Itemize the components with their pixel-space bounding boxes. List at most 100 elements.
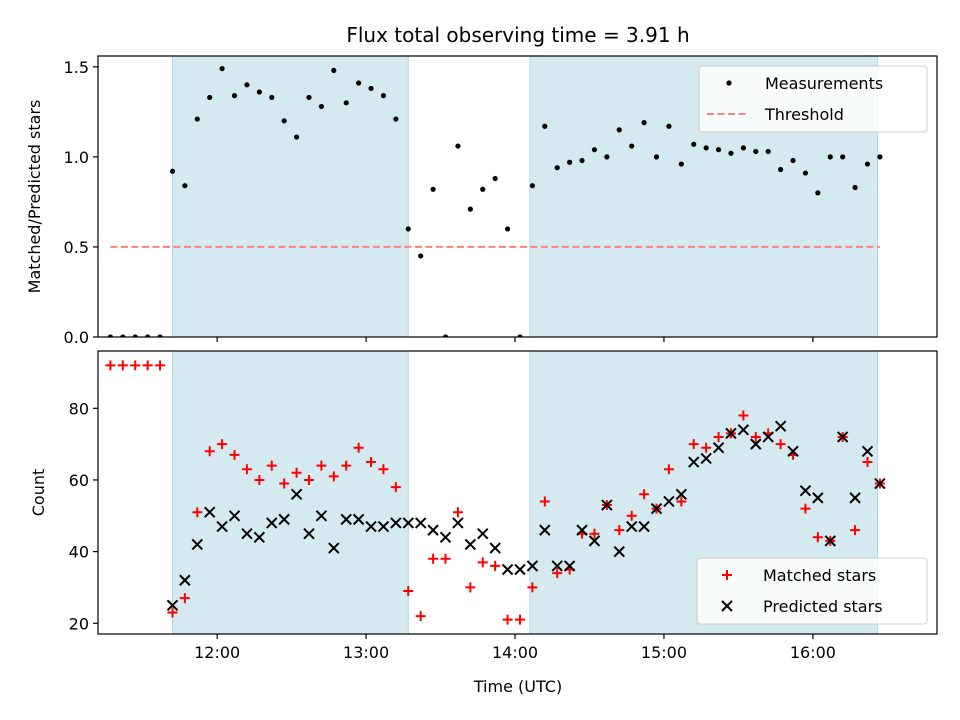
data-point — [626, 510, 637, 521]
data-point — [812, 532, 823, 543]
data-point — [613, 545, 625, 558]
y-tick-label: 20 — [69, 614, 89, 633]
data-point — [166, 599, 179, 612]
data-point — [341, 460, 352, 471]
data-point — [340, 513, 352, 526]
data-point — [278, 513, 290, 526]
data-point — [836, 431, 849, 443]
legend-label: Predicted stars — [763, 597, 883, 616]
data-point — [403, 586, 414, 597]
data-point — [157, 334, 163, 337]
data-point — [390, 517, 402, 529]
data-point — [216, 520, 228, 533]
data-point — [579, 157, 585, 164]
count-panel: 20 40 60 80 12:00 13:00 14:00 15:00 16:00 Count Ma… — [29, 350, 938, 662]
data-point — [852, 184, 858, 191]
data-point — [452, 507, 463, 518]
data-point — [554, 165, 560, 171]
data-point — [502, 614, 513, 625]
data-point — [861, 445, 874, 458]
data-point — [629, 143, 635, 149]
data-point — [551, 560, 563, 572]
data-point — [614, 525, 625, 536]
ratio-panel: 0.0 0.5 1.0 1.5 Matched/Predicted stars Measu… — [25, 55, 938, 347]
data-point — [117, 360, 128, 371]
data-point — [368, 85, 374, 92]
data-point — [380, 93, 387, 99]
chart-title: Flux total observing time = 3.91 h — [346, 23, 689, 47]
data-point — [517, 334, 523, 337]
data-point — [390, 482, 401, 493]
data-point — [753, 148, 759, 155]
data-point — [738, 410, 749, 421]
data-point — [824, 535, 836, 547]
data-point — [701, 442, 712, 453]
data-point — [799, 485, 812, 497]
data-point — [800, 503, 811, 514]
data-point — [874, 477, 886, 490]
data-point — [589, 528, 600, 539]
plot-frame — [97, 350, 938, 635]
data-point — [169, 168, 176, 174]
data-point — [715, 147, 722, 153]
data-point — [712, 442, 725, 454]
observing-window-0 — [171, 55, 409, 338]
y-axis-label: Count — [29, 469, 48, 517]
data-point — [439, 531, 452, 543]
data-point — [328, 471, 339, 482]
data-point — [849, 492, 861, 504]
data-point — [787, 445, 799, 458]
data-point — [293, 134, 300, 140]
plot-frame — [97, 55, 938, 338]
x-tick-label: 12:00 — [194, 643, 240, 662]
data-point — [132, 334, 138, 337]
data-point — [393, 116, 399, 122]
data-point — [194, 116, 200, 122]
data-point — [253, 531, 266, 543]
data-point — [405, 226, 411, 232]
data-point — [352, 513, 365, 526]
data-point — [576, 524, 588, 536]
legend-label: Threshold — [764, 105, 844, 124]
y-tick-label: 0.5 — [64, 238, 89, 257]
observing-window-0 — [171, 350, 409, 635]
data-point — [539, 496, 550, 507]
data-point — [477, 557, 488, 568]
data-point — [725, 427, 737, 440]
data-point — [467, 206, 473, 212]
data-point — [182, 183, 188, 189]
data-point — [217, 439, 228, 450]
data-point — [465, 582, 476, 593]
data-point — [256, 89, 262, 95]
data-point — [269, 94, 275, 101]
data-point — [604, 154, 610, 160]
legend-swatch — [726, 80, 732, 86]
legend: Matched stars Predicted stars — [696, 557, 928, 625]
data-point — [691, 141, 697, 147]
data-point — [290, 488, 303, 500]
data-point — [641, 120, 647, 126]
data-point — [850, 525, 861, 536]
data-point — [378, 464, 389, 475]
data-point — [228, 510, 241, 522]
data-point — [279, 478, 290, 489]
data-point — [415, 611, 426, 622]
data-point — [728, 150, 734, 156]
data-point — [877, 154, 883, 160]
legend-box — [698, 65, 928, 133]
data-point — [663, 495, 675, 508]
data-point — [303, 527, 315, 540]
data-point — [675, 488, 688, 500]
data-point — [281, 118, 287, 124]
data-point — [552, 568, 563, 579]
data-point — [638, 520, 650, 533]
data-point — [353, 442, 364, 453]
data-point — [343, 100, 349, 106]
y-tick-label: 1.0 — [64, 148, 89, 167]
series-predicted-stars — [166, 420, 886, 612]
data-point — [207, 94, 213, 101]
series-measurements — [107, 66, 883, 337]
data-point — [588, 535, 601, 547]
data-point — [365, 520, 377, 533]
y-tick-label: 80 — [69, 399, 89, 418]
